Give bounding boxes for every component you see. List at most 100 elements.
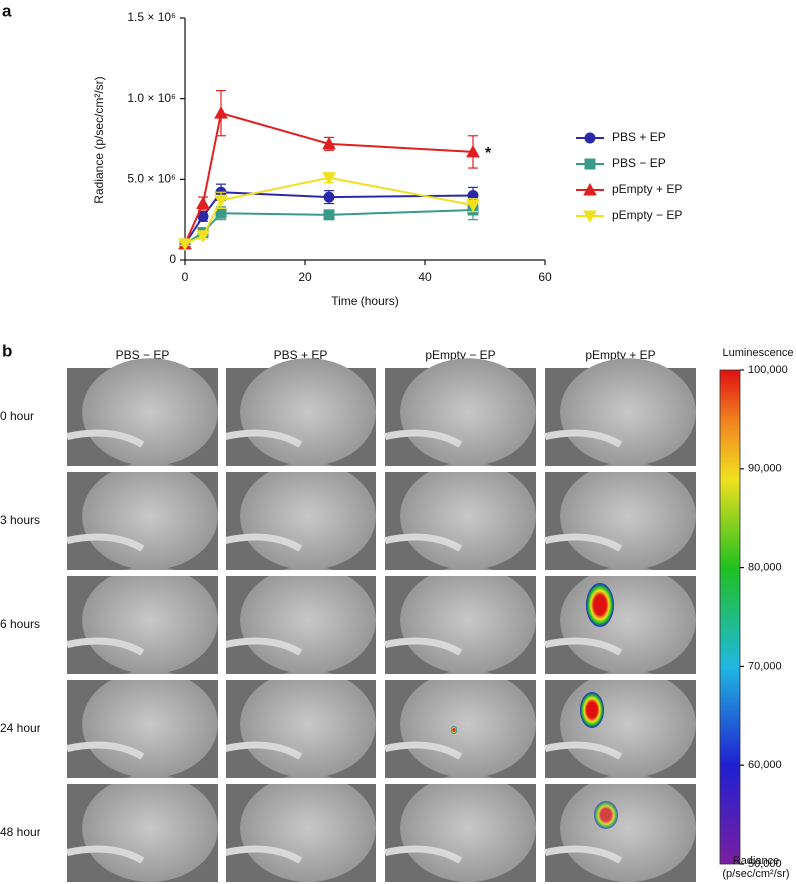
mouse-body [82,358,218,466]
mouse-body [82,670,218,778]
panel-label: b [2,341,12,360]
colorbar-tick-label: 70,000 [748,660,782,672]
mouse-body [240,670,376,778]
gap [40,366,67,884]
legend-marker [583,210,597,224]
mouse-leg [66,637,145,656]
mouse-body [240,774,376,882]
mouse-leg [224,637,303,656]
row-label: 0 hour [0,409,34,423]
colorbar-title: Luminescence [723,347,794,359]
row-label: 24 hours [0,721,47,735]
mouse-body [560,774,696,882]
x-axis-label: Time (hours) [331,294,399,308]
annotation: * [485,145,492,162]
signal [580,692,604,728]
y-axis-label: Radiance (p/sec/cm²/sr) [92,76,106,203]
legend-marker [583,182,597,196]
mouse-body [82,462,218,570]
gap [376,366,384,884]
marker [196,230,210,243]
mouse-leg [66,741,145,760]
gap [218,366,226,884]
mouse-body [82,566,218,674]
x-tick-label: 0 [182,270,189,284]
marker [323,209,335,221]
signal [594,801,618,829]
mouse-leg [544,637,623,656]
colorbar-tick-label: 60,000 [748,759,782,771]
legend-label: pEmpty − EP [612,208,682,222]
mouse-body [400,670,536,778]
mouse-body [400,462,536,570]
mouse-leg [224,741,303,760]
signal [586,583,614,627]
colorbar-label: (p/sec/cm²/sr) [722,868,789,880]
marker [466,144,480,158]
gap [60,882,710,884]
colorbar [719,369,741,865]
mouse-body [560,358,696,466]
legend-marker [584,158,596,170]
legend-label: PBS − EP [612,156,666,170]
x-tick-label: 20 [298,270,312,284]
mouse-leg [384,845,463,864]
x-tick-label: 40 [418,270,432,284]
legend-marker [584,132,596,144]
mouse-body [400,566,536,674]
mouse-leg [66,429,145,448]
mouse-body [560,566,696,674]
mouse-leg [544,845,623,864]
marker [214,194,228,208]
y-tick-label: 0 [169,252,176,266]
marker [323,191,335,203]
y-tick-label: 1.0 × 10⁶ [127,91,176,105]
mouse-leg [224,533,303,552]
row-label: 48 hours [0,825,47,839]
colorbar-tick-label: 50,000 [748,858,782,870]
row-label: 6 hours [0,617,40,631]
mouse-body [240,566,376,674]
row-label: 3 hours [0,513,40,527]
mouse-leg [544,741,623,760]
mouse-leg [544,533,623,552]
mouse-leg [384,429,463,448]
mouse-leg [224,845,303,864]
gap [60,466,710,472]
panel-label: a [2,1,12,20]
marker [322,136,336,150]
gap [696,366,704,884]
mouse-leg [224,429,303,448]
marker [196,196,210,210]
mouse-body [400,774,536,882]
y-tick-label: 5.0 × 10⁶ [127,172,176,186]
marker [322,172,336,185]
marker [215,207,227,219]
mouse-body [560,670,696,778]
colorbar-label: Radiance [733,855,779,867]
mouse-leg [544,429,623,448]
mouse-leg [66,533,145,552]
x-tick-label: 60 [538,270,552,284]
mouse-body [82,774,218,882]
colorbar-tick-label: 90,000 [748,463,782,475]
y-tick-label: 1.5 × 10⁶ [127,10,176,24]
legend-label: pEmpty + EP [612,182,682,196]
signal [451,726,457,734]
column-title: pEmpty + EP [585,348,655,362]
gap [60,778,710,784]
marker [466,199,480,213]
gap [536,366,544,884]
column-title: pEmpty − EP [425,348,495,362]
colorbar-tick-label: 80,000 [748,562,782,574]
marker [178,238,192,251]
mouse-body [400,358,536,466]
marker [214,106,228,119]
legend-label: PBS + EP [612,130,666,144]
mouse-body [240,358,376,466]
gap [60,674,710,680]
mouse-leg [384,637,463,656]
colorbar-tick-label: 100,000 [748,364,788,376]
gap [60,570,710,576]
